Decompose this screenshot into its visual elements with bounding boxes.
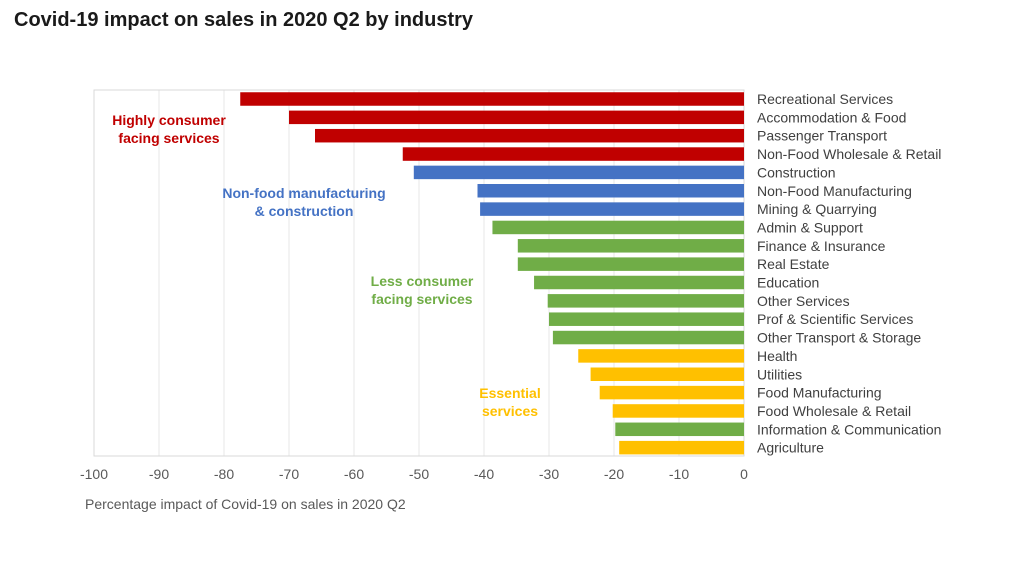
category-label: Recreational Services <box>757 91 893 107</box>
x-tick-label: -70 <box>279 466 299 482</box>
category-label: Accommodation & Food <box>757 109 906 125</box>
category-label: Prof & Scientific Services <box>757 311 913 327</box>
category-label: Mining & Quarrying <box>757 201 877 217</box>
category-label: Agriculture <box>757 440 824 456</box>
category-label: Construction <box>757 164 836 180</box>
group-annotation: services <box>482 403 538 419</box>
bar <box>315 128 744 143</box>
bar <box>402 147 744 161</box>
category-label: Other Transport & Storage <box>757 330 921 346</box>
category-label: Information & Communication <box>757 421 941 437</box>
bar <box>517 239 744 253</box>
category-label: Non-Food Wholesale & Retail <box>757 146 941 162</box>
bar <box>547 294 744 308</box>
bar <box>612 404 744 418</box>
x-tick-label: -100 <box>80 466 108 482</box>
x-tick-label: -80 <box>214 466 234 482</box>
page-title: Covid-19 impact on sales in 2020 Q2 by i… <box>14 9 474 31</box>
category-label: Other Services <box>757 293 850 309</box>
x-tick-label: 0 <box>740 466 748 482</box>
bar <box>480 202 744 216</box>
group-annotations: Highly consumer facing services Non-food m… <box>112 112 541 419</box>
bar <box>240 92 744 106</box>
category-label: Real Estate <box>757 256 830 272</box>
bar <box>619 440 744 455</box>
x-tick-label: -20 <box>604 466 624 482</box>
category-labels: Recreational Services Accommodation & Foo… <box>757 91 941 456</box>
bar <box>289 110 744 125</box>
bar <box>552 330 744 345</box>
category-label: Health <box>757 348 797 364</box>
bar <box>549 312 744 326</box>
bar <box>578 349 744 363</box>
bar <box>517 257 744 271</box>
group-annotation: Essential <box>479 385 540 401</box>
x-tick-labels: -100 -90 -80 -70 -60 -50 -40 -30 -20 -10 0 <box>80 466 748 482</box>
bars <box>240 92 744 455</box>
x-tick-label: -90 <box>149 466 169 482</box>
group-annotation: facing services <box>371 291 472 307</box>
plot-frame <box>93 89 745 457</box>
x-axis-label: Percentage impact of Covid-19 on sales i… <box>85 496 406 512</box>
bar <box>492 220 744 235</box>
category-label: Admin & Support <box>757 219 863 235</box>
category-label: Non-Food Manufacturing <box>757 183 912 199</box>
x-tick-label: -10 <box>669 466 689 482</box>
category-label: Food Manufacturing <box>757 385 882 401</box>
category-label: Education <box>757 275 819 291</box>
group-annotation: Non-food manufacturing <box>222 185 385 201</box>
group-annotation: Highly consumer <box>112 112 226 128</box>
x-tick-label: -60 <box>344 466 364 482</box>
bar <box>534 275 744 290</box>
category-label: Utilities <box>757 366 802 382</box>
bar <box>590 367 744 381</box>
group-annotation: & construction <box>255 203 354 219</box>
x-tick-label: -30 <box>539 466 559 482</box>
x-tick-label: -40 <box>474 466 494 482</box>
x-tick-label: -50 <box>409 466 429 482</box>
bar <box>615 422 744 437</box>
category-label: Food Wholesale & Retail <box>757 403 911 419</box>
category-label: Finance & Insurance <box>757 238 886 254</box>
group-annotation: facing services <box>118 130 219 146</box>
bar <box>413 165 744 180</box>
category-label: Passenger Transport <box>757 128 887 144</box>
bar <box>477 184 744 198</box>
bar <box>599 385 744 400</box>
group-annotation: Less consumer <box>371 273 474 289</box>
